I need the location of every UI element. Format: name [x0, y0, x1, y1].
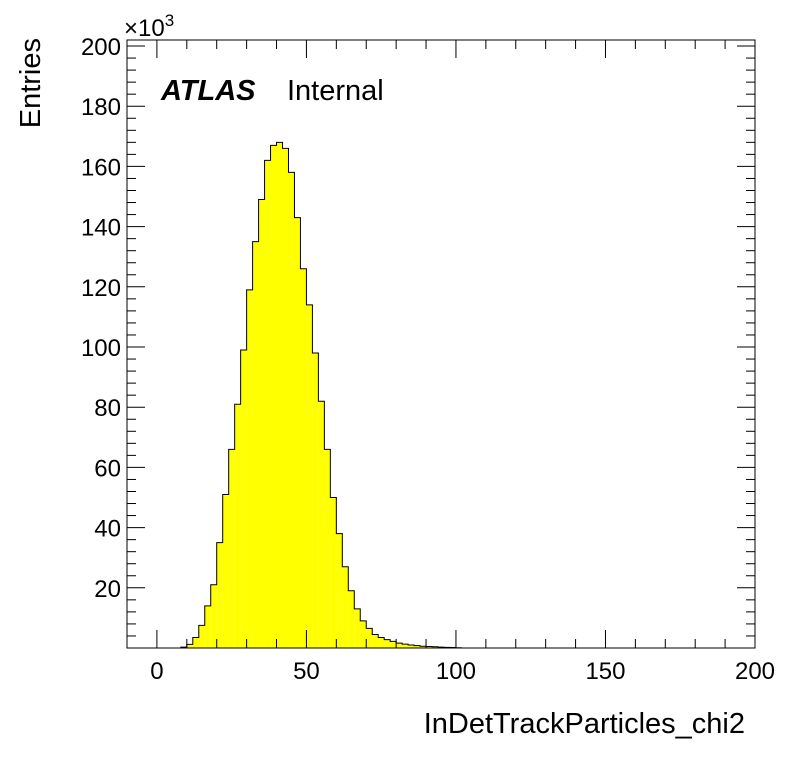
histogram-bin [192, 637, 199, 648]
x-axis-title: InDetTrackParticles_chi2 [424, 708, 745, 740]
histogram-bin [318, 401, 325, 648]
y-tick-label: 80 [94, 395, 121, 422]
histogram-bin [240, 350, 247, 648]
histogram-bin [204, 605, 211, 648]
histogram-bars [180, 142, 462, 648]
internal-label: Internal [287, 75, 384, 107]
histogram-bin [222, 494, 229, 648]
histogram-bin [246, 289, 253, 648]
histogram-bin [336, 533, 343, 648]
histogram-bin [294, 217, 301, 648]
histogram-bin [408, 644, 415, 648]
y-axis-title: Entries [15, 38, 47, 128]
histogram-bin [426, 646, 433, 648]
histogram-bin [360, 620, 367, 648]
histogram-bin [390, 641, 397, 648]
histogram-bin [330, 497, 337, 648]
histogram-bin [432, 646, 439, 648]
histogram-bin [312, 353, 319, 648]
histogram-bin [282, 148, 289, 648]
histogram-bin [366, 628, 373, 648]
x-tick-label: 100 [436, 658, 476, 685]
histogram-bin [348, 590, 355, 648]
histogram-bin [324, 449, 331, 648]
histogram-bin [342, 566, 349, 648]
histogram-bin [384, 639, 391, 648]
histogram-bin [396, 643, 403, 648]
histogram-bin [258, 199, 265, 648]
histogram-bin [414, 645, 421, 648]
plot-frame [126, 39, 756, 649]
histogram-bin [198, 625, 205, 648]
y-tick-labels: 20 40 60 80 100 120 140 160 180 200 [81, 34, 121, 603]
histogram-bin [402, 644, 409, 648]
histogram-bin [306, 304, 313, 648]
histogram-bin [270, 145, 277, 648]
histogram-outline [156, 141, 462, 649]
histogram-bin [354, 608, 361, 648]
atlas-label: ATLAS [160, 75, 256, 107]
histogram-bin [210, 584, 217, 648]
histogram-bin [252, 241, 259, 648]
histogram-bin [288, 172, 295, 648]
histogram-bin [228, 449, 235, 648]
histogram-bin [372, 634, 379, 648]
histogram-bin [276, 142, 283, 648]
y-tick-label: 200 [81, 34, 121, 61]
histogram-bin [300, 268, 307, 648]
y-tick-label: 100 [81, 335, 121, 362]
y-multiplier-exponent: 3 [165, 11, 174, 30]
y-tick-label: 140 [81, 215, 121, 242]
y-tick-label: 180 [81, 94, 121, 121]
histogram-bin [378, 637, 385, 648]
x-tick-label: 200 [735, 658, 775, 685]
x-tick-labels: 0 50 100 150 200 [150, 658, 775, 685]
x-tick-label: 0 [150, 658, 163, 685]
y-tick-label: 60 [94, 455, 121, 482]
histogram-bin [264, 160, 271, 648]
histogram-bin [234, 404, 241, 648]
x-tick-label: 150 [585, 658, 625, 685]
histogram-bin [216, 542, 223, 648]
y-tick-label: 40 [94, 516, 121, 543]
axis-ticks [127, 40, 756, 648]
y-multiplier: ×103 [124, 11, 174, 42]
y-tick-label: 160 [81, 154, 121, 181]
histogram-bin [186, 644, 193, 648]
y-tick-label: 120 [81, 275, 121, 302]
x-tick-label: 50 [293, 658, 320, 685]
histogram-bin [420, 646, 427, 648]
y-tick-label: 20 [94, 576, 121, 603]
